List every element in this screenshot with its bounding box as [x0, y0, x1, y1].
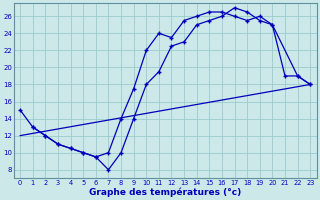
- X-axis label: Graphe des températures (°c): Graphe des températures (°c): [89, 187, 241, 197]
